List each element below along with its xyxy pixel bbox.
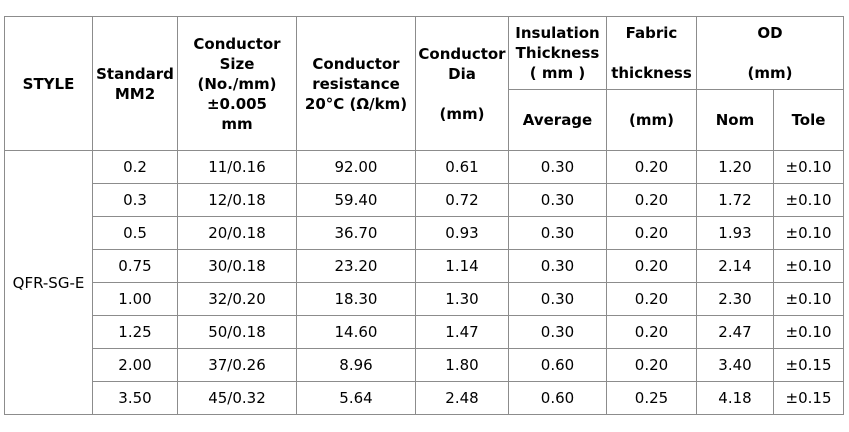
table-row: 1.25 50/0.18 14.60 1.47 0.30 0.20 2.47 ±… [5, 315, 844, 349]
od-nom-cell: 2.47 [696, 315, 774, 349]
fabric-cell: 0.20 [606, 183, 697, 217]
size-cell: 11/0.16 [177, 150, 297, 184]
resistance-cell: 5.64 [296, 381, 416, 415]
resistance-cell: 18.30 [296, 282, 416, 316]
resistance-cell: 36.70 [296, 216, 416, 250]
standard-cell: 0.75 [92, 249, 178, 283]
header-conductor-resistance: Conductor resistance 20°C (Ω/km) [296, 16, 416, 151]
od-tole-cell: ±0.10 [773, 315, 844, 349]
header-row-1: STYLE Standard MM2 Conductor Size (No./m… [4, 16, 844, 151]
insulation-cell: 0.30 [508, 216, 607, 250]
size-cell: 12/0.18 [177, 183, 297, 217]
resistance-cell: 23.20 [296, 249, 416, 283]
style-cell: QFR-SG-E [4, 150, 93, 415]
table-row: 2.00 37/0.26 8.96 1.80 0.60 0.20 3.40 ±0… [5, 348, 844, 382]
size-cell: 50/0.18 [177, 315, 297, 349]
od-nom-cell: 2.14 [696, 249, 774, 283]
insulation-cell: 0.30 [508, 150, 607, 184]
resistance-cell: 8.96 [296, 348, 416, 382]
table-row: 0.5 20/0.18 36.70 0.93 0.30 0.20 1.93 ±0… [5, 216, 844, 250]
header-conductor-size: Conductor Size (No./mm) ±0.005 mm [177, 16, 297, 151]
header-conductor-dia: Conductor Dia (mm) [415, 16, 509, 151]
resistance-cell: 14.60 [296, 315, 416, 349]
header-od-nom: Nom [696, 89, 774, 151]
insulation-cell: 0.30 [508, 249, 607, 283]
fabric-cell: 0.25 [606, 381, 697, 415]
fabric-cell: 0.20 [606, 282, 697, 316]
od-tole-cell: ±0.10 [773, 216, 844, 250]
header-od-tole: Tole [773, 89, 844, 151]
standard-cell: 0.2 [92, 150, 178, 184]
resistance-cell: 59.40 [296, 183, 416, 217]
insulation-cell: 0.60 [508, 348, 607, 382]
od-nom-cell: 1.93 [696, 216, 774, 250]
cable-spec-table: STYLE Standard MM2 Conductor Size (No./m… [4, 16, 844, 415]
header-fabric-unit: (mm) [606, 89, 697, 151]
size-cell: 32/0.20 [177, 282, 297, 316]
insulation-cell: 0.60 [508, 381, 607, 415]
dia-cell: 1.30 [415, 282, 509, 316]
size-cell: 20/0.18 [177, 216, 297, 250]
fabric-cell: 0.20 [606, 348, 697, 382]
header-fabric-thickness: Fabric thickness [606, 16, 697, 90]
resistance-cell: 92.00 [296, 150, 416, 184]
standard-cell: 0.3 [92, 183, 178, 217]
header-standard: Standard MM2 [92, 16, 178, 151]
fabric-cell: 0.20 [606, 216, 697, 250]
od-nom-cell: 1.20 [696, 150, 774, 184]
dia-cell: 1.47 [415, 315, 509, 349]
size-cell: 45/0.32 [177, 381, 297, 415]
standard-cell: 2.00 [92, 348, 178, 382]
od-tole-cell: ±0.15 [773, 348, 844, 382]
table-row: QFR-SG-E 0.2 11/0.16 92.00 0.61 0.30 0.2… [4, 150, 844, 415]
od-nom-cell: 3.40 [696, 348, 774, 382]
od-tole-cell: ±0.10 [773, 249, 844, 283]
standard-cell: 1.25 [92, 315, 178, 349]
fabric-cell: 0.20 [606, 315, 697, 349]
standard-cell: 1.00 [92, 282, 178, 316]
insulation-cell: 0.30 [508, 282, 607, 316]
insulation-cell: 0.30 [508, 315, 607, 349]
dia-cell: 0.72 [415, 183, 509, 217]
spec-table-container: STYLE Standard MM2 Conductor Size (No./m… [4, 16, 844, 415]
dia-cell: 2.48 [415, 381, 509, 415]
header-style: STYLE [4, 16, 93, 151]
od-tole-cell: ±0.10 [773, 150, 844, 184]
size-cell: 30/0.18 [177, 249, 297, 283]
table-row: 1.00 32/0.20 18.30 1.30 0.30 0.20 2.30 ±… [5, 282, 844, 316]
od-tole-cell: ±0.15 [773, 381, 844, 415]
od-nom-cell: 2.30 [696, 282, 774, 316]
dia-cell: 0.61 [415, 150, 509, 184]
table-row: 0.3 12/0.18 59.40 0.72 0.30 0.20 1.72 ±0… [5, 183, 844, 217]
dia-cell: 0.93 [415, 216, 509, 250]
dia-cell: 1.80 [415, 348, 509, 382]
table-row: 3.50 45/0.32 5.64 2.48 0.60 0.25 4.18 ±0… [5, 381, 844, 415]
fabric-cell: 0.20 [606, 150, 697, 184]
standard-cell: 3.50 [92, 381, 178, 415]
header-row-2: Average (mm) Nom Tole [5, 89, 844, 151]
insulation-cell: 0.30 [508, 183, 607, 217]
od-nom-cell: 1.72 [696, 183, 774, 217]
fabric-cell: 0.20 [606, 249, 697, 283]
od-tole-cell: ±0.10 [773, 183, 844, 217]
od-tole-cell: ±0.10 [773, 282, 844, 316]
od-nom-cell: 4.18 [696, 381, 774, 415]
standard-cell: 0.5 [92, 216, 178, 250]
table-row: 0.75 30/0.18 23.20 1.14 0.30 0.20 2.14 ±… [5, 249, 844, 283]
size-cell: 37/0.26 [177, 348, 297, 382]
header-od: OD (mm) [696, 16, 844, 90]
header-insulation-average: Average [508, 89, 607, 151]
dia-cell: 1.14 [415, 249, 509, 283]
header-insulation-thickness: Insulation Thickness ( mm ) [508, 16, 607, 90]
